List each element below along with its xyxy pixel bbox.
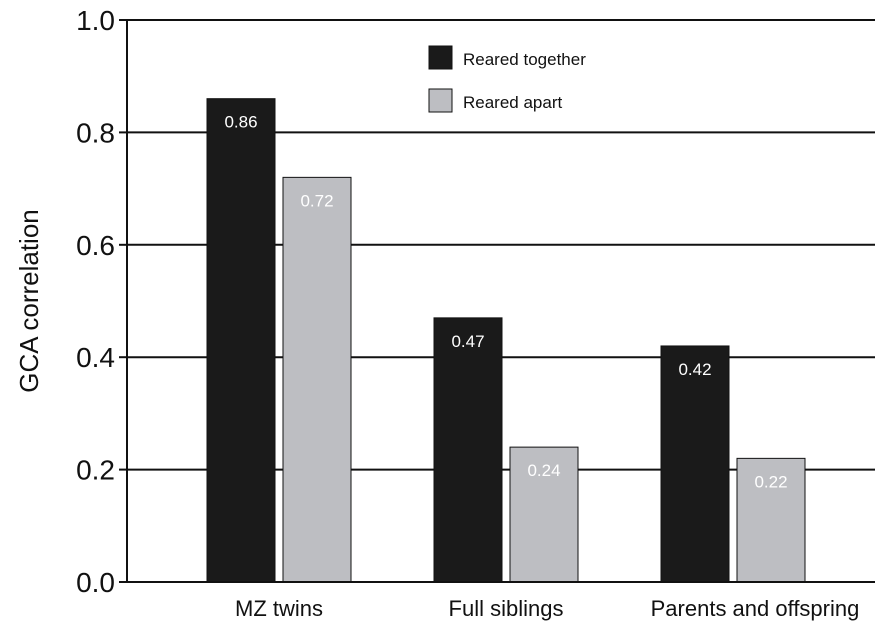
bar-data-label: 0.86 [224,113,257,132]
legend-label: Reared together [463,50,586,69]
bar-reared-together [660,345,730,583]
x-category-labels: MZ twins Full siblings Parents and offspri… [235,596,859,621]
bar-data-label: 0.72 [300,191,333,210]
bar-data-label: 0.24 [527,461,560,480]
axes [126,20,875,583]
y-tick-label: 0.8 [76,117,115,148]
y-tick-label: 0.0 [76,567,115,598]
y-tick-labels: 0.0 0.2 0.4 0.6 0.8 1.0 [76,5,127,598]
y-axis-title: GCA correlation [14,209,44,393]
y-tick-label: 1.0 [76,5,115,36]
x-category-label: MZ twins [235,596,323,621]
y-tick-label: 0.2 [76,455,115,486]
bars: 0.86 0.72 0.47 0.24 0.42 0.22 [206,98,806,583]
bar-data-label: 0.47 [451,332,484,351]
legend: Reared together Reared apart [428,45,586,113]
y-tick-label: 0.4 [76,342,115,373]
legend-swatch [428,88,453,113]
bar-reared-apart [282,176,352,583]
y-tick-label: 0.6 [76,230,115,261]
bar-reared-together [206,98,276,583]
bar-data-label: 0.42 [678,360,711,379]
legend-swatch [428,45,453,70]
bar-reared-together [433,317,503,583]
x-category-label: Parents and offspring [651,596,860,621]
legend-label: Reared apart [463,93,563,112]
bar-data-label: 0.22 [754,472,787,491]
x-category-label: Full siblings [449,596,564,621]
bar-reared-apart [509,446,579,583]
